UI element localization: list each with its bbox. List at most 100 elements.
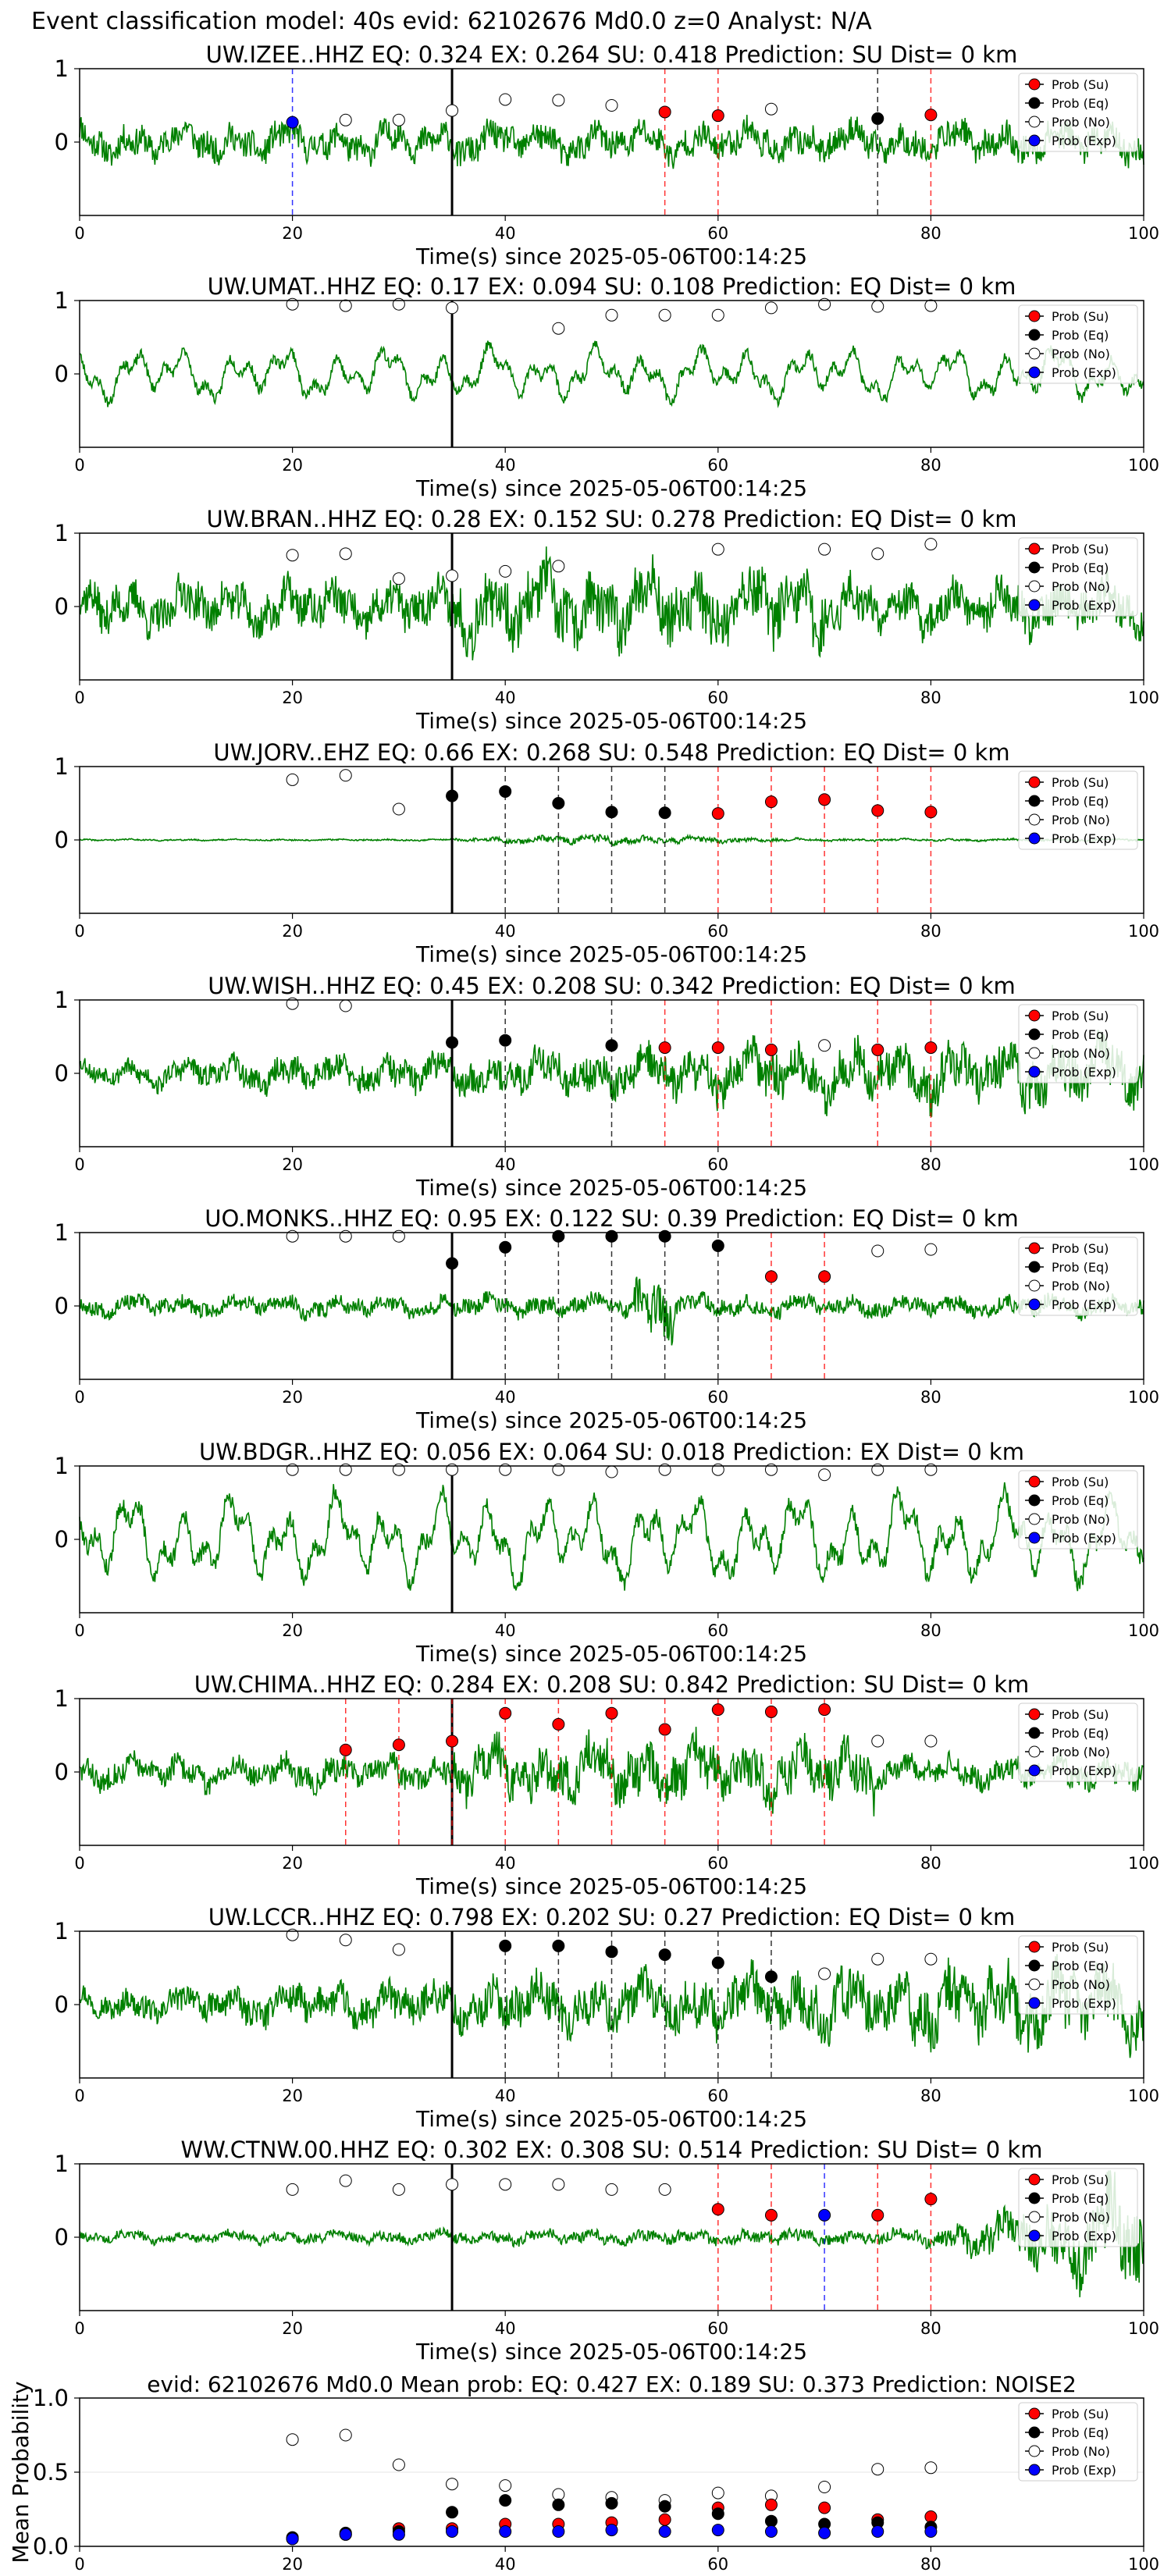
x-tick-label: 60 xyxy=(707,2087,728,2105)
prob-point-su xyxy=(711,2203,724,2216)
legend-marker xyxy=(1028,1745,1041,1758)
plot-frame xyxy=(79,766,1144,914)
legend-label: Prob (Su) xyxy=(1052,2172,1109,2187)
legend-label: Prob (Eq) xyxy=(1052,1959,1109,1973)
x-tick-label: 0 xyxy=(74,688,84,707)
prob-point-no xyxy=(818,1967,831,1980)
prob-point-su xyxy=(658,105,671,119)
prob-point-no xyxy=(605,308,618,322)
x-tick-label: 100 xyxy=(1128,2319,1159,2338)
prob-point-su xyxy=(446,1735,459,1748)
mean-point xyxy=(818,2501,831,2514)
legend-marker xyxy=(1028,2173,1041,2186)
prob-point-no xyxy=(286,1463,299,1476)
panel-title: UO.MONKS..HHZ EQ: 0.95 EX: 0.122 SU: 0.3… xyxy=(205,1205,1018,1232)
legend-marker xyxy=(1028,1978,1041,1991)
prob-point-no xyxy=(658,1463,671,1476)
legend-label: Prob (Exp) xyxy=(1052,2463,1116,2478)
legend-marker xyxy=(1028,832,1041,845)
legend-marker xyxy=(1028,2407,1041,2420)
legend-marker xyxy=(1028,1279,1041,1292)
mean-point xyxy=(658,2525,671,2538)
x-tick-label: 80 xyxy=(920,2319,941,2338)
mean-point xyxy=(711,2486,724,2500)
legend-label: Prob (Su) xyxy=(1052,1707,1109,1722)
legend-box xyxy=(1018,2402,1138,2482)
prob-point-no xyxy=(446,2178,459,2191)
legend-marker xyxy=(1028,134,1041,147)
x-tick-label: 80 xyxy=(920,922,941,941)
prob-point-no xyxy=(339,769,352,782)
prob-point-no xyxy=(392,2183,405,2196)
legend-marker xyxy=(1028,813,1041,826)
x-tick-label: 0 xyxy=(74,1621,84,1640)
mean-point xyxy=(658,2513,671,2526)
prob-point-no xyxy=(871,1952,884,1966)
legend-label: Prob (Eq) xyxy=(1052,560,1109,575)
prob-point-no xyxy=(339,1934,352,1947)
mean-point xyxy=(552,2498,565,2511)
x-tick-label: 100 xyxy=(1128,2555,1159,2574)
prob-point-no xyxy=(552,560,565,573)
x-tick-label: 20 xyxy=(282,2555,303,2574)
prob-point-no xyxy=(446,301,459,315)
x-tick-label: 100 xyxy=(1128,922,1159,941)
legend-box xyxy=(1018,1935,1138,2015)
x-axis-label: Time(s) since 2025-05-06T00:14:25 xyxy=(415,1641,807,1667)
plot-frame xyxy=(79,1698,1144,1846)
x-tick-label: 0 xyxy=(74,1388,84,1407)
legend-box xyxy=(1018,1236,1138,1316)
y-tick-label: 1 xyxy=(55,1219,69,1246)
x-tick-label: 80 xyxy=(920,1155,941,1174)
figure-suptitle: Event classification model: 40s evid: 62… xyxy=(31,8,872,35)
prob-point-no xyxy=(711,543,724,556)
legend-marker xyxy=(1028,1997,1041,2009)
station-panel: UW.UMAT..HHZ EQ: 0.17 EX: 0.094 SU: 0.10… xyxy=(55,273,1160,501)
legend-box xyxy=(1018,304,1138,384)
mean-point xyxy=(552,2525,565,2538)
legend-marker xyxy=(1028,795,1041,807)
legend-label: Prob (No) xyxy=(1052,115,1110,130)
legend-label: Prob (Su) xyxy=(1052,77,1109,92)
y-tick-label: 0.0 xyxy=(33,2533,69,2560)
legend-label: Prob (Exp) xyxy=(1052,1065,1116,1080)
x-tick-label: 80 xyxy=(920,2087,941,2105)
legend-label: Prob (Exp) xyxy=(1052,1763,1116,1778)
prob-point-no xyxy=(924,1952,938,1966)
legend-label: Prob (Eq) xyxy=(1052,794,1109,809)
legend-label: Prob (Exp) xyxy=(1052,831,1116,846)
prob-point-no xyxy=(924,1463,938,1476)
legend-marker xyxy=(1028,1959,1041,1972)
mean-point xyxy=(552,2488,565,2501)
prob-point-no xyxy=(392,297,405,311)
legend-marker xyxy=(1028,1475,1041,1488)
x-tick-label: 100 xyxy=(1128,1621,1159,1640)
legend-box xyxy=(1018,1470,1138,1550)
legend-box xyxy=(1018,2168,1138,2247)
y-tick-label: 1 xyxy=(55,520,69,546)
x-tick-label: 20 xyxy=(282,1388,303,1407)
prob-point-eq xyxy=(605,1945,618,1959)
prob-point-su xyxy=(924,1041,938,1055)
x-tick-label: 20 xyxy=(282,2319,303,2338)
prob-point-no xyxy=(871,1735,884,1748)
x-tick-label: 100 xyxy=(1128,688,1159,707)
prob-point-eq xyxy=(658,806,671,820)
mean-panel-title: evid: 62102676 Md0.0 Mean prob: EQ: 0.42… xyxy=(147,2371,1077,2397)
prob-point-no xyxy=(286,1928,299,1941)
x-tick-label: 100 xyxy=(1128,1388,1159,1407)
prob-point-su xyxy=(711,1041,724,1055)
legend-label: Prob (No) xyxy=(1052,1279,1110,1293)
prob-point-eq xyxy=(711,1239,724,1252)
mean-point xyxy=(764,2514,778,2528)
legend-label: Prob (Eq) xyxy=(1052,96,1109,111)
x-tick-label: 0 xyxy=(74,922,84,941)
legend-label: Prob (No) xyxy=(1052,1512,1110,1527)
legend-label: Prob (Su) xyxy=(1052,309,1109,324)
legend-label: Prob (Su) xyxy=(1052,1241,1109,1256)
x-tick-label: 40 xyxy=(495,1621,516,1640)
mean-point xyxy=(818,2481,831,2493)
prob-point-eq xyxy=(658,1948,671,1962)
x-tick-label: 80 xyxy=(920,2555,941,2574)
